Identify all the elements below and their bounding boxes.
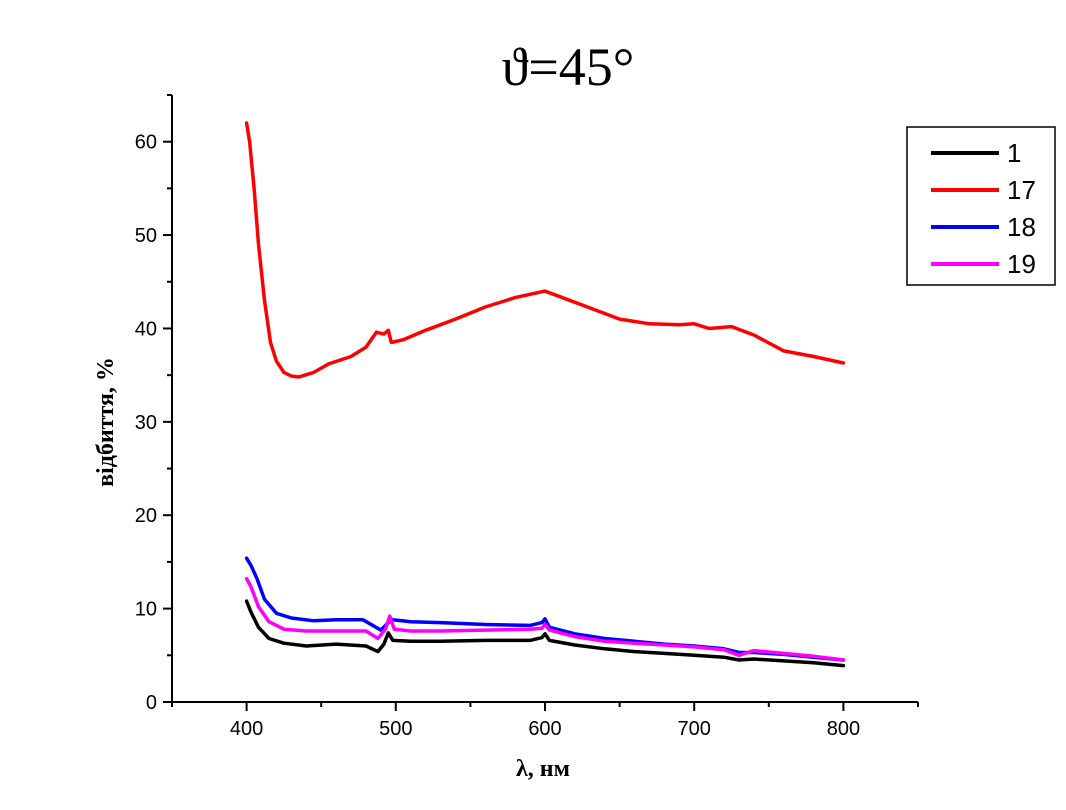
x-tick-label: 700 [678, 718, 711, 740]
y-tick-label: 40 [135, 318, 157, 340]
y-tick-label: 30 [135, 412, 157, 434]
legend-label-17: 17 [1007, 175, 1036, 205]
y-tick-label: 10 [135, 599, 157, 621]
x-tick-label: 500 [379, 718, 412, 740]
series-line-19 [244, 576, 846, 662]
x-tick-label: 600 [528, 718, 561, 740]
x-axis: 400 500 600 700 800 [171, 701, 919, 740]
legend-label-19: 19 [1007, 249, 1036, 279]
x-axis-label: λ, нм [516, 756, 570, 782]
legend-label-1: 1 [1007, 138, 1021, 168]
series-line-1 [244, 599, 846, 668]
y-axis-label: відбиття, % [93, 357, 119, 487]
y-tick-label: 60 [135, 132, 157, 154]
legend: 1 17 18 19 [906, 126, 1056, 286]
y-tick-label: 0 [146, 692, 157, 714]
chart-title: ϑ=45° [502, 37, 635, 97]
x-tick-label: 400 [230, 718, 263, 740]
plot-area [244, 121, 846, 668]
legend-label-18: 18 [1007, 212, 1036, 242]
y-tick-label: 20 [135, 505, 157, 527]
y-axis: 0 10 20 30 40 50 60 [135, 94, 173, 714]
series-line-17 [244, 121, 846, 379]
y-tick-label: 50 [135, 225, 157, 247]
x-tick-label: 800 [827, 718, 860, 740]
